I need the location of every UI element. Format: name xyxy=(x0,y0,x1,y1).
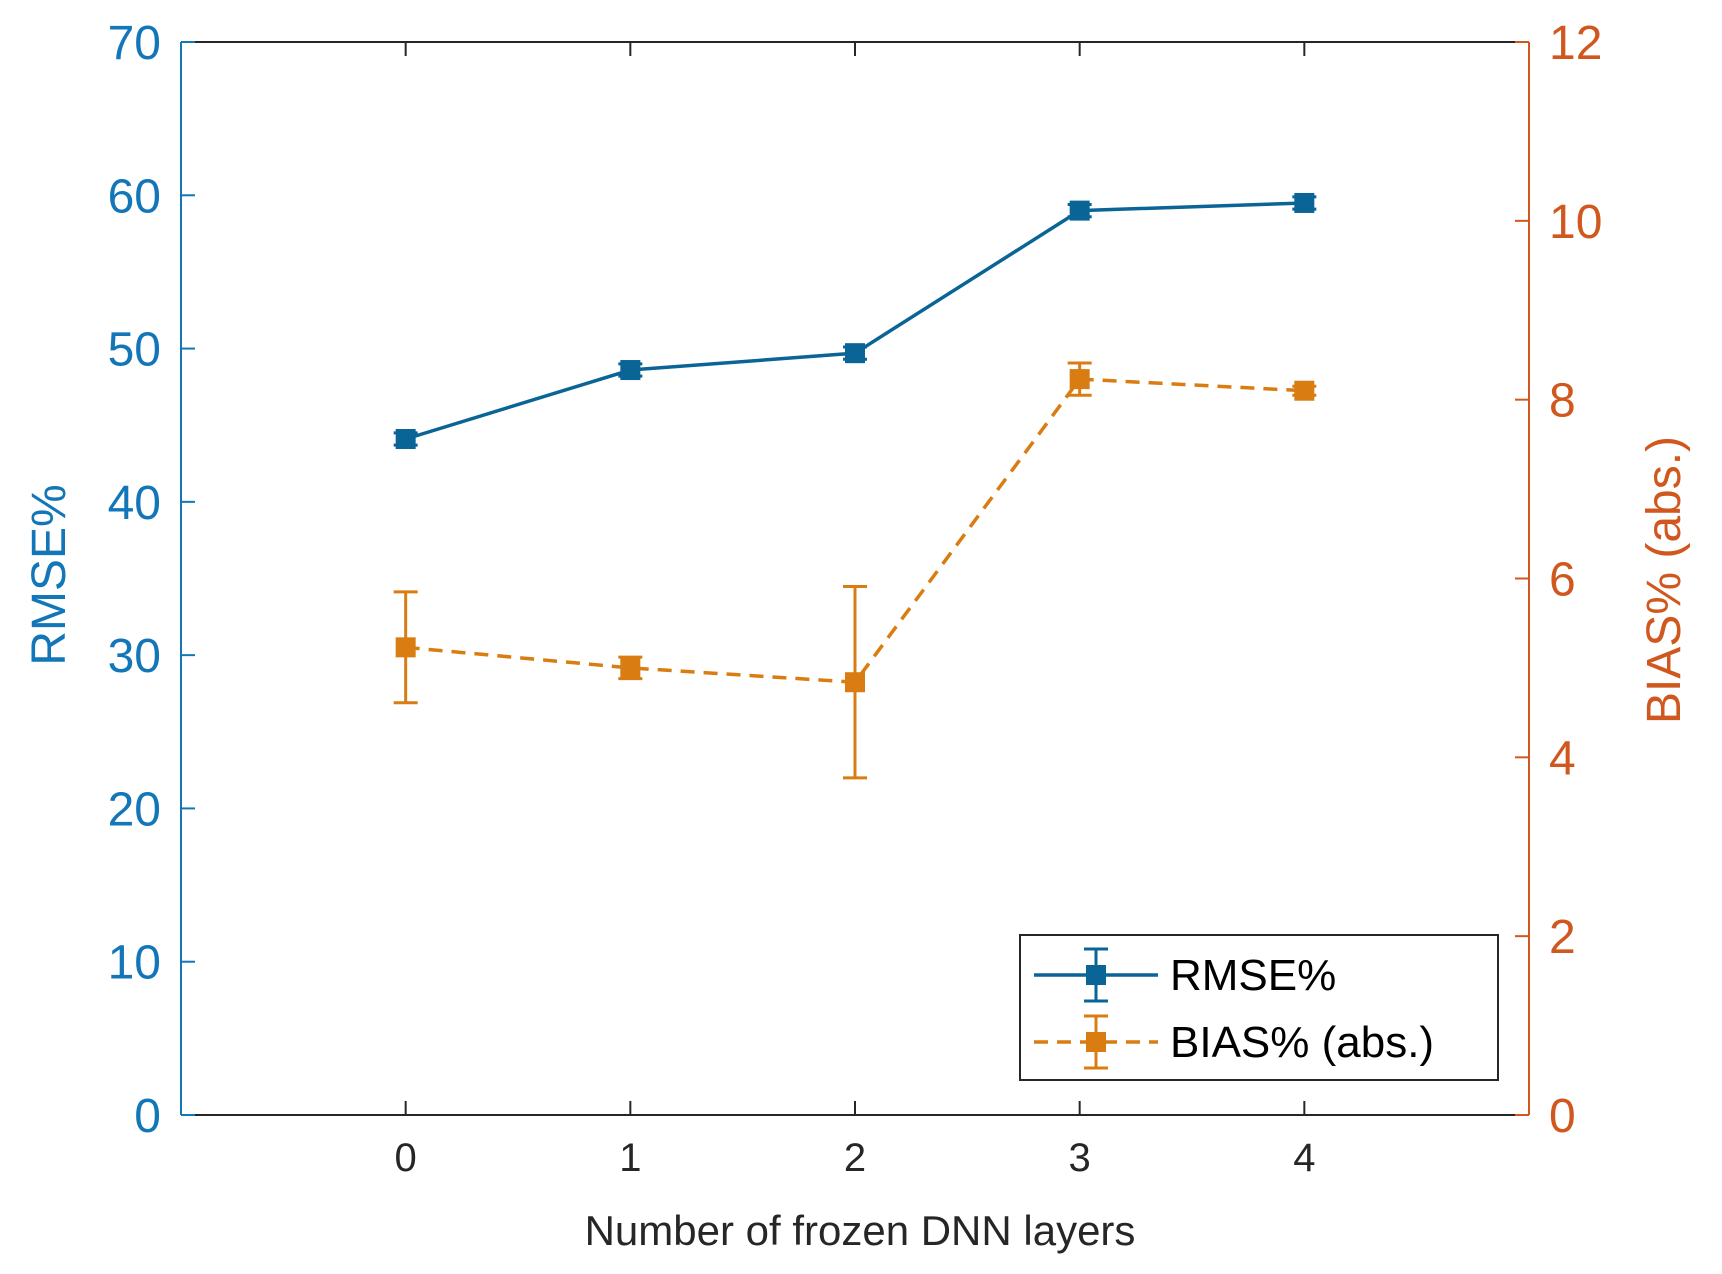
x-tick-label: 3 xyxy=(1069,1136,1091,1180)
series-layer xyxy=(393,192,1317,780)
y-axis-left-label: RMSE% xyxy=(23,484,76,665)
data-point xyxy=(1069,369,1090,390)
y-left-tick-label: 10 xyxy=(108,937,161,990)
x-tick-label: 4 xyxy=(1293,1136,1315,1180)
legend: RMSE% BIAS% (abs.) xyxy=(1019,934,1499,1081)
data-point xyxy=(1294,380,1315,401)
legend-item: BIAS% (abs.) xyxy=(1034,1014,1434,1070)
y-left-tick-label: 70 xyxy=(108,17,161,70)
y-axis-right-label: BIAS% (abs.) xyxy=(1638,436,1691,724)
legend-box xyxy=(1019,934,1499,1081)
y-right-tick-label: 2 xyxy=(1549,911,1576,964)
y-left-tick-label: 60 xyxy=(108,170,161,223)
y-left-tick-label: 30 xyxy=(108,630,161,683)
y-right-tick-label: 12 xyxy=(1549,17,1602,70)
data-point xyxy=(845,343,865,364)
legend-marker xyxy=(1086,965,1106,985)
legend-item: RMSE% xyxy=(1034,947,1336,1003)
y-left-tick-label: 20 xyxy=(108,783,161,836)
data-point xyxy=(620,657,641,678)
x-axis-label: Number of frozen DNN layers xyxy=(585,1207,1136,1254)
series-bias xyxy=(393,361,1317,780)
x-tick-label: 2 xyxy=(844,1136,866,1180)
series-rmse xyxy=(393,192,1317,450)
y-right-tick-label: 6 xyxy=(1549,554,1576,607)
data-point xyxy=(395,429,416,450)
y-left-tick-label: 0 xyxy=(134,1090,161,1143)
data-point xyxy=(395,637,416,658)
y-right-tick-label: 0 xyxy=(1549,1090,1576,1143)
x-tick-label: 0 xyxy=(395,1136,417,1180)
data-point xyxy=(845,672,865,693)
y-right-tick-label: 10 xyxy=(1549,196,1602,249)
y-left-tick-label: 50 xyxy=(108,324,161,377)
y-left-tick-label: 40 xyxy=(108,477,161,530)
data-point xyxy=(1294,192,1315,213)
x-tick-label: 1 xyxy=(619,1136,641,1180)
data-point xyxy=(620,360,641,381)
legend-label: RMSE% xyxy=(1170,951,1336,1000)
legend-label: BIAS% (abs.) xyxy=(1170,1018,1434,1067)
legend-marker xyxy=(1086,1032,1106,1052)
y-right-tick-label: 4 xyxy=(1549,732,1576,785)
data-point xyxy=(1069,200,1090,221)
y-right-tick-label: 8 xyxy=(1549,375,1576,428)
